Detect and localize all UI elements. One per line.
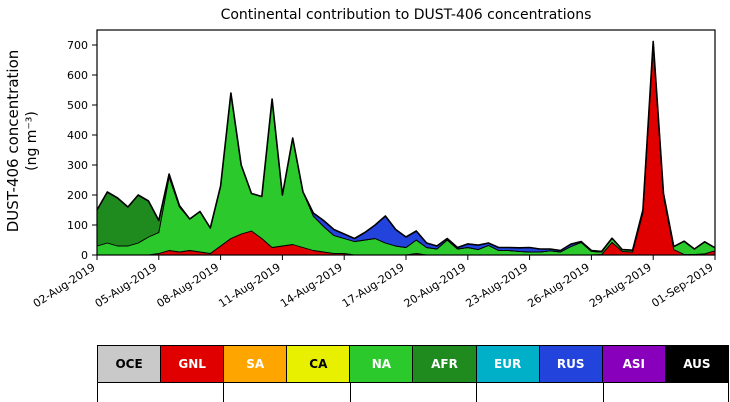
legend-tick [349,383,351,402]
legend-label: CA [309,357,328,371]
legend-label: RUS [556,357,585,371]
legend-tick [728,383,729,402]
x-tick-label: 08-Aug-2019 [154,261,221,311]
x-tick-label: 02-Aug-2019 [31,261,98,311]
chart-title: Continental contribution to DUST-406 con… [220,7,592,23]
legend-item-oce: OCE [98,346,162,382]
legend-label: NA [371,357,392,371]
legend-tick [602,383,604,402]
y-tick-label: 700 [67,39,88,52]
x-tick-label: 05-Aug-2019 [93,261,160,311]
legend-item-na: NA [350,346,414,382]
legend-label: AFR [431,357,458,371]
x-tick-label: 29-Aug-2019 [587,261,654,311]
x-tick-label: 23-Aug-2019 [463,261,530,311]
legend-item-sa: SA [224,346,288,382]
legend-tick [223,383,225,402]
y-tick-label: 500 [67,99,88,112]
legend-tick [476,383,478,402]
legend-item-eur: EUR [476,346,540,382]
legend-label: AUS [683,357,711,371]
legend-label: SA [246,357,265,371]
continent-legend: OCE GNL SA CA NA AFR EUR RUS ASI AUS [97,345,729,383]
total-outline [96,40,716,253]
x-tick-label: 11-Aug-2019 [216,261,283,311]
legend-label: OCE [115,357,143,371]
legend-label: EUR [494,357,522,371]
y-tick-label: 0 [81,249,88,262]
x-tick-label: 14-Aug-2019 [278,261,345,311]
x-tick-label: 20-Aug-2019 [402,261,469,311]
y-tick-label: 200 [67,189,88,202]
legend-item-afr: AFR [413,346,477,382]
legend-tick [97,383,98,402]
legend-label: ASI [622,357,645,371]
legend-item-rus: RUS [539,346,603,382]
y-tick-label: 300 [67,159,88,172]
legend-item-aus: AUS [665,346,728,382]
x-tick-label: 01-Sep-2019 [649,261,715,310]
stacked-area-plot: 0 100 200 300 400 500 600 700 02-Aug-201905-Aug-… [31,29,716,311]
x-tick-label: 17-Aug-2019 [340,261,407,311]
legend-item-ca: CA [287,346,351,382]
y-tick-label: 100 [67,219,88,232]
y-tick-label: 400 [67,129,88,142]
legend-item-asi: ASI [602,346,666,382]
x-tick-label: 26-Aug-2019 [525,261,592,311]
legend-label: GNL [178,357,206,371]
legend-item-gnl: GNL [161,346,225,382]
y-tick-label: 600 [67,69,88,82]
area-series-na [96,40,716,256]
